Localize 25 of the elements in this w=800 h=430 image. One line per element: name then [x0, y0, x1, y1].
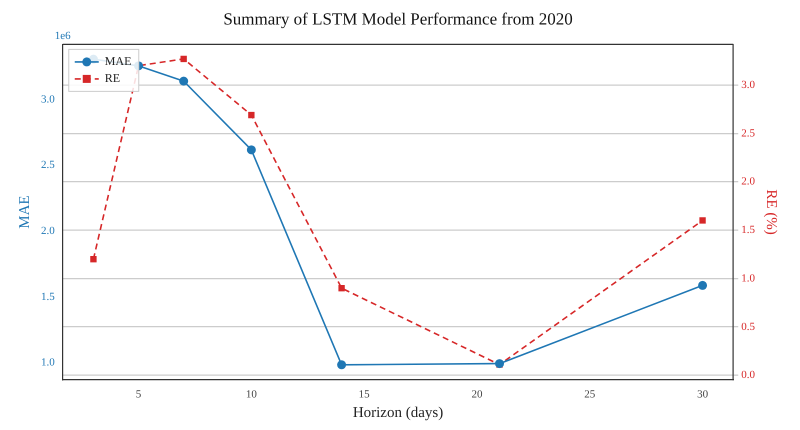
chart-title: Summary of LSTM Model Performance from 2020 [223, 10, 573, 29]
y-tick-label: 2.5 [41, 159, 56, 172]
y2-tick-label: 0.0 [741, 369, 756, 382]
y2-tick-label: 1.0 [741, 272, 756, 284]
y2-tick-label: 1.5 [741, 224, 756, 236]
y-tick-label: 3.0 [41, 93, 56, 106]
x-tick-label: 15 [358, 388, 370, 400]
y2-tick-label: 3.0 [741, 78, 756, 91]
x-tick-label: 20 [471, 388, 483, 400]
y-tick-label: 1.0 [41, 356, 56, 369]
x-tick-label: 30 [697, 388, 709, 400]
y2-tick-label: 2.5 [741, 127, 756, 140]
y-tick-label: 1.5 [41, 290, 56, 303]
x-tick-label: 5 [136, 388, 142, 400]
legend-label: MAE [104, 54, 132, 68]
text: 1e6 [54, 30, 72, 42]
y-tick-label: 2.0 [41, 224, 56, 237]
x-tick-label: 10 [246, 388, 258, 400]
x-tick-label: 25 [584, 388, 596, 400]
y-axis-title: MAE [16, 195, 33, 229]
y2-axis-title: RE (%) [763, 189, 780, 235]
y2-tick-label: 2.0 [741, 176, 756, 188]
x-axis-title: Horizon (days) [352, 404, 444, 421]
legend-label: RE [104, 71, 120, 86]
y2-tick-label: 0.5 [741, 320, 756, 333]
